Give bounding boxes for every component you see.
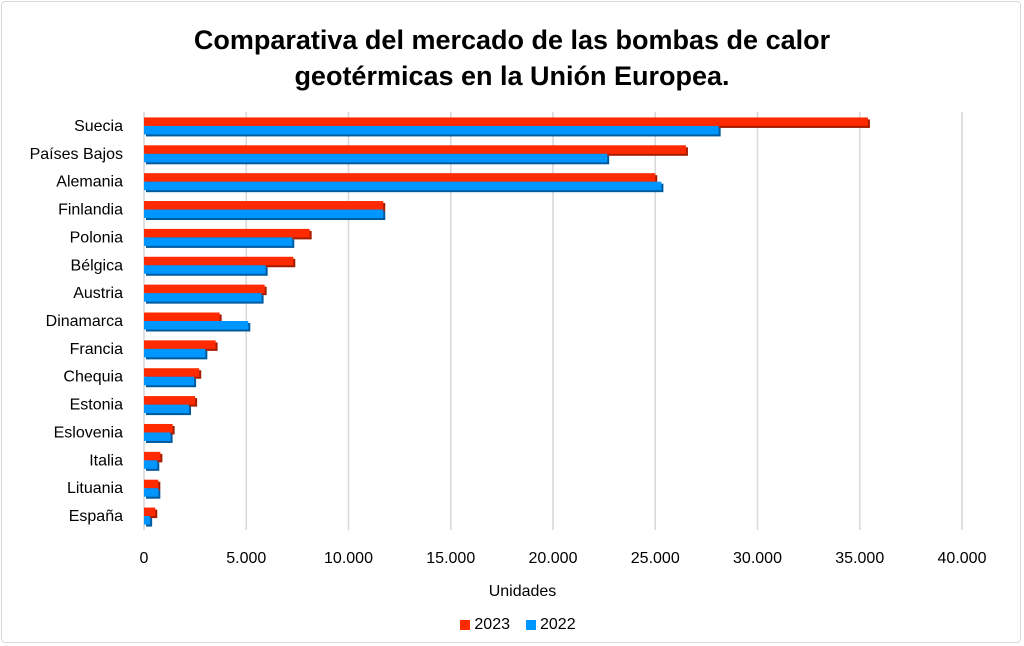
bar-2023 <box>144 479 159 489</box>
x-tick-label: 20.000 <box>529 550 578 567</box>
x-tick-label: 40.000 <box>938 550 987 567</box>
bar-2023 <box>144 201 384 210</box>
bar-2023 <box>144 451 161 461</box>
bar-2023 <box>144 256 294 266</box>
x-tick-label: 15.000 <box>426 550 475 567</box>
category-label: Polonia <box>70 229 123 246</box>
bar-2023 <box>144 423 173 433</box>
x-axis-label: Unidades <box>488 583 557 600</box>
bar-2022 <box>144 488 159 497</box>
bar-2022 <box>144 404 189 414</box>
legend-swatch-2022 <box>526 620 536 630</box>
bar-2022 <box>144 237 293 246</box>
category-label: Chequia <box>63 369 123 386</box>
chart-title-line-1: Comparativa del mercado de las bombas de… <box>193 25 831 55</box>
legend-item-2023: 2023 <box>460 616 510 634</box>
bar-2023 <box>144 340 216 349</box>
bar-2023 <box>144 228 310 238</box>
x-tick-label: 10.000 <box>324 550 373 567</box>
chart-title-line-2: geotérmicas en la Unión Europea. <box>294 61 730 91</box>
bar-2023 <box>144 368 200 377</box>
legend: 2023 2022 <box>0 616 1024 634</box>
bar-2023 <box>144 117 868 126</box>
x-tick-label: 25.000 <box>631 550 680 567</box>
bar-2022 <box>144 516 151 525</box>
bar-2022 <box>144 293 262 302</box>
bar-2023 <box>144 145 686 154</box>
legend-swatch-2023 <box>460 620 471 630</box>
bar-2022 <box>144 348 206 358</box>
category-label: Suecia <box>74 118 123 135</box>
category-label: Estonia <box>70 397 123 414</box>
category-label: España <box>69 508 123 525</box>
category-label: Países Bajos <box>30 146 123 163</box>
x-tick-label: 30.000 <box>733 550 782 567</box>
bar-2022 <box>144 153 608 163</box>
bar-2023 <box>144 284 265 294</box>
bar-2022 <box>144 460 158 469</box>
category-label: Finlandia <box>58 202 123 219</box>
category-label: Dinamarca <box>46 313 123 330</box>
legend-item-2022: 2022 <box>526 616 576 634</box>
category-label: Eslovenia <box>54 424 123 441</box>
category-label: Francia <box>70 341 123 358</box>
bar-2022 <box>144 209 384 219</box>
bar-2022 <box>144 321 249 330</box>
bar-2022 <box>144 265 266 274</box>
bar-2023 <box>144 312 220 321</box>
bar-2022 <box>144 181 662 191</box>
category-label: Lituania <box>67 480 123 497</box>
legend-label-2023: 2023 <box>474 616 510 633</box>
x-tick-label: 0 <box>140 550 149 567</box>
x-tick-label: 5.000 <box>226 550 266 567</box>
bar-2023 <box>144 507 156 517</box>
bar-2022 <box>144 432 171 441</box>
bar-2023 <box>144 173 656 182</box>
category-label: Alemania <box>56 174 123 191</box>
x-tick-label: 35.000 <box>835 550 884 567</box>
category-label: Bélgica <box>71 257 124 274</box>
category-label: Italia <box>89 452 123 469</box>
category-label: Austria <box>73 285 123 302</box>
bar-2022 <box>144 376 195 386</box>
legend-label-2022: 2022 <box>540 616 576 633</box>
chart-title: Comparativa del mercado de las bombas de… <box>0 22 1024 94</box>
bar-2023 <box>144 396 196 405</box>
bar-2022 <box>144 125 719 135</box>
